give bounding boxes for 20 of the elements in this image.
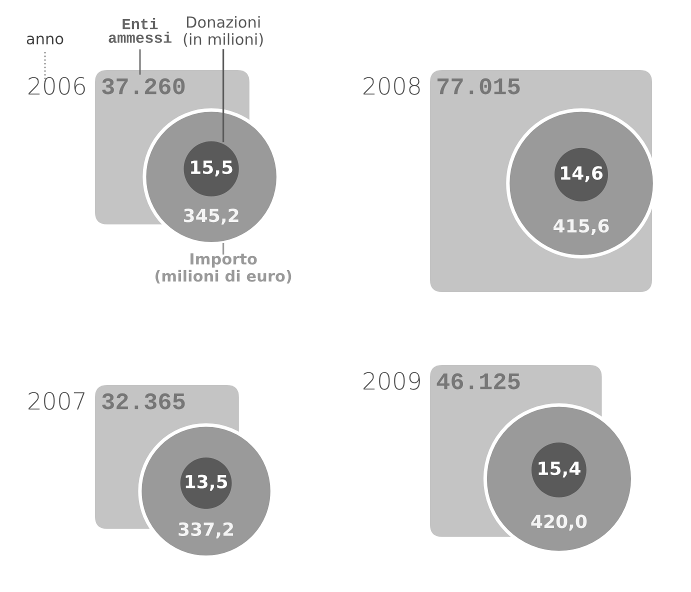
text: Donazioni (in milioni)	[184, 16, 263, 47]
data-label: 345,2	[184, 208, 238, 225]
data-label: 32.365	[102, 393, 185, 410]
data-label: 77.015	[438, 78, 520, 94]
data-label: 46.125	[436, 373, 520, 390]
data-label: 415,6	[554, 219, 609, 235]
legend-label: Importo (milioni di euro)	[155, 253, 292, 284]
category-label: 2006	[28, 76, 85, 95]
data-label: 14,6	[561, 166, 603, 182]
data-label: 420,0	[531, 514, 587, 531]
category-label: 2008	[364, 76, 420, 95]
data-label: 13,5	[186, 474, 228, 491]
data-label: 15,5	[191, 160, 232, 176]
text: anno	[26, 36, 64, 44]
category-label: 2009	[364, 372, 420, 390]
series-label: Enti ammessi	[108, 18, 172, 43]
data-label: 337,2	[178, 522, 234, 538]
data-label: 15,4	[538, 462, 580, 478]
category-label: 2007	[28, 392, 84, 410]
data-label: 37.260	[102, 78, 185, 94]
